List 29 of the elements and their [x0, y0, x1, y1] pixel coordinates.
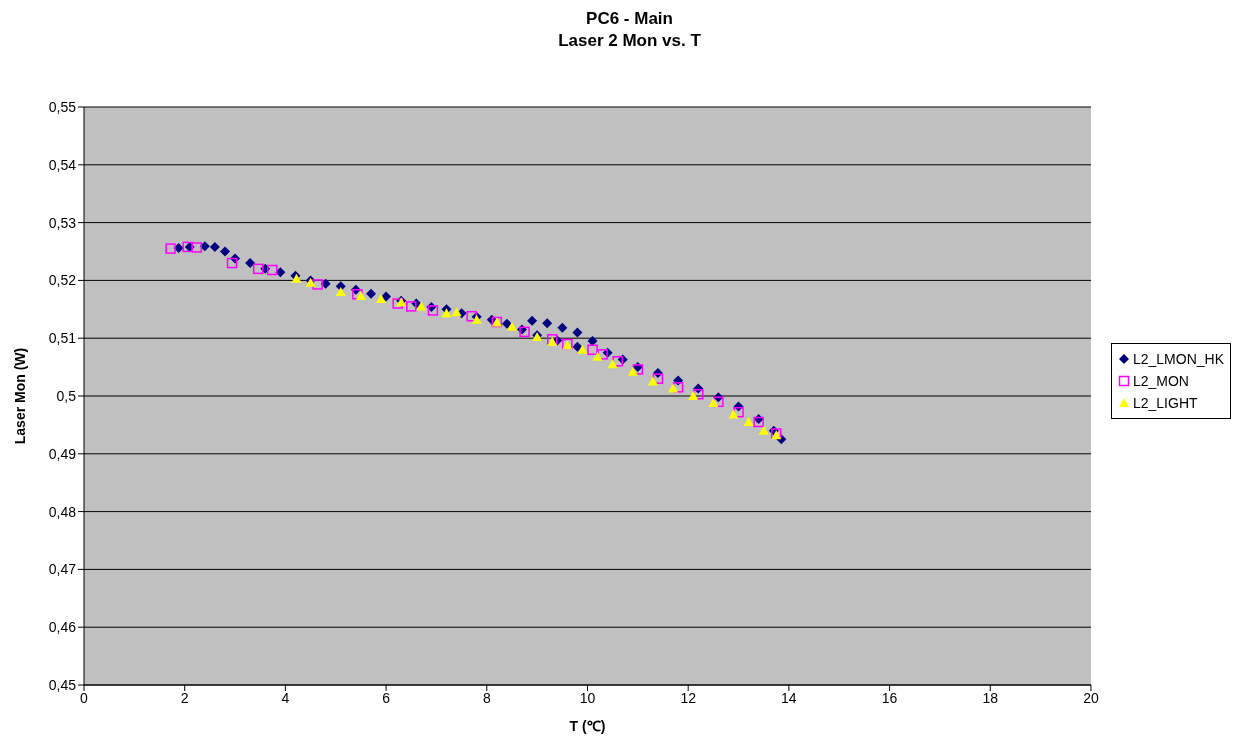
x-tick-label: 14	[781, 689, 797, 706]
chart-title: PC6 - Main	[585, 8, 674, 30]
x-tick-label: 16	[881, 689, 898, 706]
x-tick-label: 6	[382, 689, 391, 706]
y-tick-label: 0,55	[48, 98, 77, 115]
y-tick-label: 0,45	[48, 676, 77, 693]
x-tick-label: 12	[680, 689, 697, 706]
legend-label: L2_LIGHT	[1132, 394, 1198, 411]
y-tick-label: 0,47	[48, 561, 77, 578]
legend-label: L2_LMON_HK	[1132, 350, 1224, 367]
y-tick-label: 0,52	[48, 272, 77, 289]
x-tick-label: 0	[80, 689, 89, 706]
legend-label: L2_MON	[1132, 372, 1189, 389]
x-tick-label: 8	[482, 689, 491, 706]
y-tick-label: 0,51	[48, 330, 77, 347]
chart-subtitle: Laser 2 Mon vs. T	[557, 30, 702, 52]
x-tick-label: 20	[1083, 689, 1099, 706]
y-tick-label: 0,5	[56, 387, 77, 404]
x-tick-label: 18	[982, 689, 999, 706]
x-tick-label: 4	[281, 689, 290, 706]
y-tick-label: 0,49	[48, 445, 77, 462]
x-tick-label: 10	[579, 689, 596, 706]
y-tick-label: 0,54	[48, 156, 77, 173]
x-axis-title: T (℃)	[569, 718, 606, 734]
y-axis-title: Laser Mon (W)	[11, 347, 28, 445]
x-tick-label: 2	[180, 689, 189, 706]
y-tick-label: 0,48	[48, 503, 77, 520]
y-tick-label: 0,53	[48, 214, 77, 231]
y-tick-label: 0,46	[48, 619, 77, 636]
